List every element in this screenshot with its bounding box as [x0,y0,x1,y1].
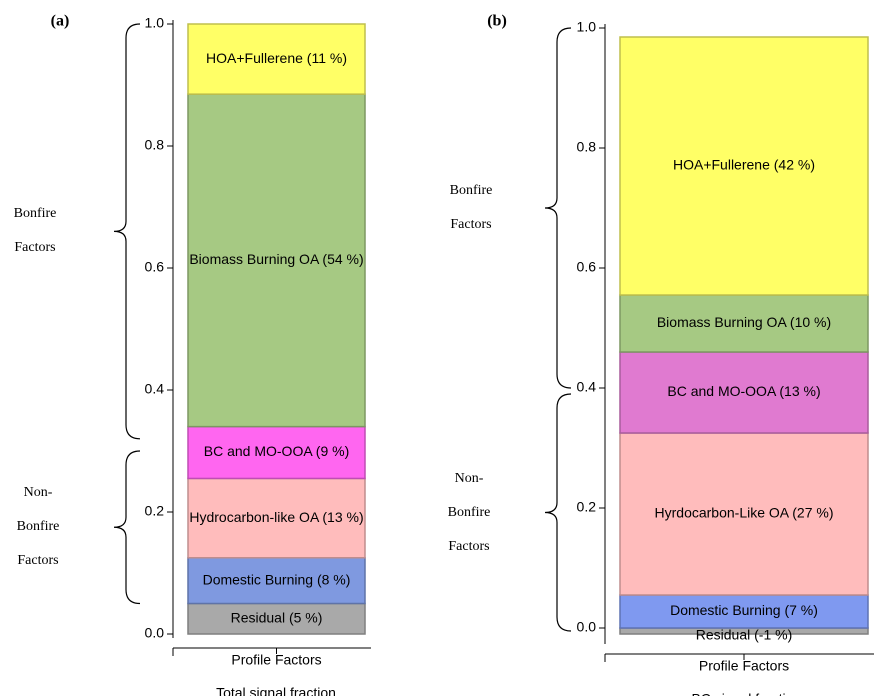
brace [544,27,572,389]
bar-segment [187,557,366,605]
panel-title: (a) [51,13,70,30]
y-tick-label: 0.0 [577,619,597,635]
y-tick-label: 1.0 [577,19,597,35]
x-tick-label: Profile Factors [231,652,321,668]
x-axis-title: rBC signal fraction [687,691,801,696]
segment-label: Domestic Burning (8 %) [203,571,351,587]
y-tick-label: 0.8 [577,139,597,155]
y-tick-label: 0.8 [145,137,165,153]
segment-label: Biomass Burning OA (10 %) [657,314,831,330]
segment-label: Residual (-1 %) [696,627,792,643]
brace-label: Bonfire Factors [13,206,57,256]
brace-label: Non-Bonfire Factors [16,485,60,569]
segment-label: Hyrdocarbon-Like OA (27 %) [655,505,834,521]
segment-label: BC and MO-OOA (13 %) [667,383,820,399]
x-tick-label: Profile Factors [699,658,789,674]
y-tick-label: 0.4 [577,379,597,395]
segment-label: Hydrocarbon-like OA (13 %) [189,509,363,525]
x-axis-title: Total signal fraction [216,685,336,696]
brace [113,450,141,605]
bar-segment [187,93,366,428]
bar-segment [619,594,869,629]
y-tick-label: 0.6 [577,259,597,275]
segment-label: HOA+Fullerene (42 %) [673,157,815,173]
y-tick-label: 0.0 [145,625,165,641]
y-tick-label: 1.0 [145,15,165,31]
bar-segment [187,477,366,559]
bar-segment [187,23,366,95]
bar-segment [187,425,366,480]
bar-segment [619,294,869,353]
bar-segment [619,432,869,596]
brace-label: Non-Bonfire Factors [447,470,491,554]
panel-title: (b) [487,13,507,30]
bar-segment [619,36,869,296]
brace [544,393,572,632]
y-tick-label: 0.4 [145,381,165,397]
brace [113,23,141,440]
y-tick-label: 0.6 [145,259,165,275]
segment-label: HOA+Fullerene (11 %) [206,50,347,66]
segment-label: Biomass Burning OA (54 %) [189,251,363,267]
y-tick-label: 0.2 [577,499,597,515]
brace-label: Bonfire Factors [449,183,493,232]
segment-label: BC and MO-OOA (9 %) [204,443,349,459]
y-tick-label: 0.2 [145,503,165,519]
segment-label: Residual (5 %) [231,609,323,625]
segment-label: Domestic Burning (7 %) [670,602,818,618]
